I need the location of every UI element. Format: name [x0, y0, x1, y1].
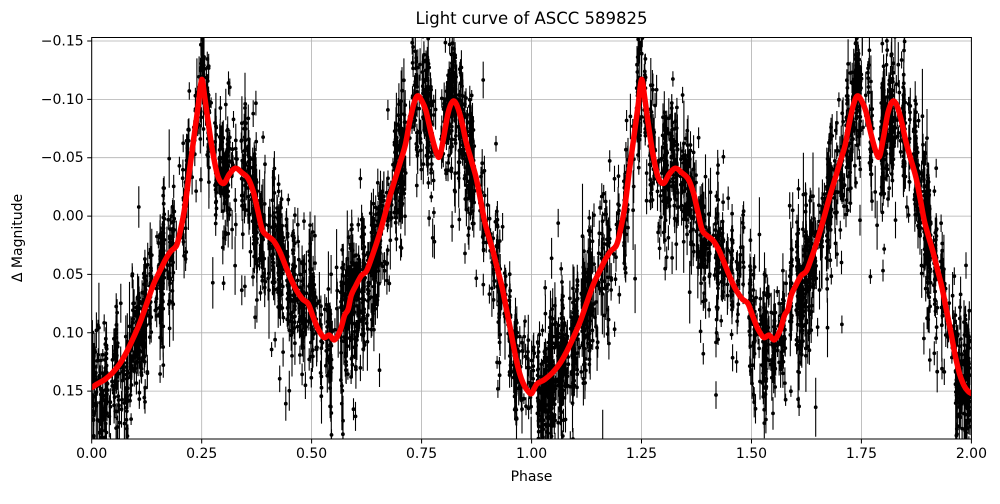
x-tick-label: 0.00 [76, 446, 107, 462]
y-tick-label: −0.15 [41, 34, 84, 50]
x-tick-label: 2.00 [956, 446, 987, 462]
x-tick-label: 0.75 [406, 446, 437, 462]
y-tick-label: −0.10 [41, 92, 84, 108]
y-tick-labels: −0.15 −0.10 −0.05 0.00 0.05 0.10 0.15 [41, 34, 84, 400]
smoothed-curve [91, 76, 972, 397]
tick-marks [87, 40, 972, 444]
x-tick-label: 1.25 [626, 446, 657, 462]
y-tick-label: 0.05 [53, 267, 84, 283]
chart-title: Light curve of ASCC 589825 [415, 9, 647, 28]
y-axis-label: Δ Magnitude [10, 194, 26, 282]
x-tick-label: 0.50 [296, 446, 327, 462]
plot-area [91, 37, 972, 439]
y-tick-label: 0.10 [53, 325, 84, 341]
y-tick-label: 0.00 [53, 209, 84, 225]
x-tick-label: 0.25 [186, 446, 217, 462]
y-tick-label: 0.15 [53, 384, 84, 400]
x-axis-label: Phase [511, 469, 553, 485]
x-tick-label: 1.50 [736, 446, 767, 462]
x-tick-label: 1.75 [846, 446, 877, 462]
x-tick-label: 1.00 [516, 446, 547, 462]
x-tick-labels: 0.00 0.25 0.50 0.75 1.00 1.25 1.50 1.75 2.00 [76, 446, 987, 462]
y-tick-label: −0.05 [41, 150, 84, 166]
